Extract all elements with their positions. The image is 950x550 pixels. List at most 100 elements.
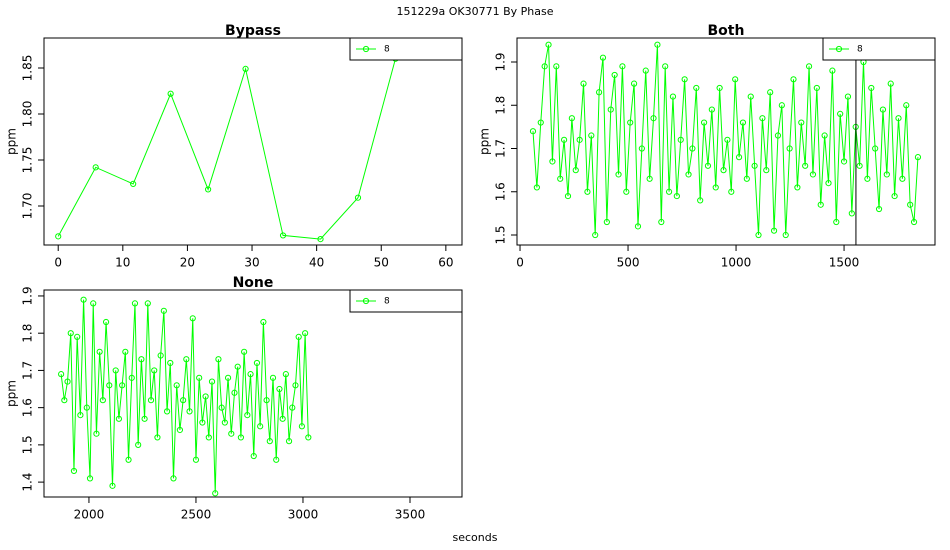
- data-point: [221, 419, 228, 426]
- data-point: [599, 54, 607, 61]
- data-point: [263, 397, 270, 404]
- data-point: [279, 415, 286, 422]
- data-point: [875, 205, 883, 213]
- data-point: [887, 80, 894, 87]
- y-tick-label: 1.85: [21, 55, 35, 82]
- data-point: [218, 404, 225, 411]
- data-point: [794, 184, 801, 191]
- data-point: [55, 233, 62, 240]
- legend-marker: [362, 297, 370, 305]
- data-point: [537, 119, 544, 126]
- figure-title: 151229a OK30771 By Phase: [397, 5, 554, 18]
- data-point: [298, 423, 306, 430]
- data-point: [119, 382, 126, 389]
- data-point: [109, 482, 116, 489]
- data-point: [634, 223, 642, 230]
- legend-box: [349, 37, 463, 61]
- data-point: [638, 145, 645, 152]
- y-tick-label: 1.5: [21, 435, 35, 454]
- plot-frame: [43, 37, 463, 246]
- data-point: [774, 132, 782, 139]
- data-point: [770, 227, 778, 234]
- x-tick-label: 3000: [288, 508, 319, 522]
- data-point: [144, 300, 151, 307]
- data-point: [798, 119, 805, 126]
- data-point: [67, 330, 74, 337]
- data-point: [767, 89, 774, 96]
- data-point: [642, 67, 649, 74]
- data-point: [685, 171, 692, 178]
- data-point: [580, 80, 587, 87]
- data-point: [802, 162, 809, 169]
- data-point: [658, 218, 665, 226]
- data-point: [751, 162, 758, 169]
- data-point: [131, 300, 139, 307]
- data-point: [907, 201, 914, 208]
- data-point: [208, 378, 216, 385]
- data-point: [572, 167, 579, 174]
- data-point: [282, 371, 289, 378]
- data-point: [102, 318, 110, 326]
- data-point: [96, 348, 103, 355]
- data-point: [61, 397, 68, 404]
- data-point: [260, 318, 267, 326]
- data-point: [138, 356, 145, 363]
- x-tick-label: 30: [244, 256, 259, 270]
- data-point: [157, 352, 164, 359]
- data-point: [607, 106, 614, 113]
- data-point: [58, 371, 65, 378]
- data-point: [92, 164, 99, 171]
- data-point: [90, 300, 97, 307]
- x-tick-label: 1500: [829, 256, 860, 270]
- chart-title: None: [233, 275, 274, 291]
- data-point: [204, 186, 212, 193]
- data-point: [266, 438, 273, 445]
- data-point: [763, 167, 770, 174]
- data-point: [627, 119, 634, 126]
- y-tick-label: 1.70: [21, 193, 35, 220]
- data-point: [199, 419, 206, 426]
- data-point: [588, 132, 595, 139]
- data-point: [192, 456, 200, 463]
- data-point: [242, 65, 249, 73]
- data-point: [205, 434, 212, 441]
- data-point: [253, 359, 261, 367]
- y-axis-label: ppm: [5, 128, 19, 155]
- data-point: [735, 154, 743, 161]
- data-point: [302, 330, 309, 337]
- data-point: [891, 192, 898, 200]
- x-tick-label: 2500: [181, 508, 212, 522]
- data-point: [215, 356, 222, 363]
- x-tick-label: 500: [617, 256, 640, 270]
- data-point: [180, 397, 187, 404]
- data-point: [848, 210, 855, 217]
- data-point: [669, 93, 677, 100]
- data-point: [747, 93, 754, 100]
- data-point: [720, 167, 727, 174]
- data-point: [603, 218, 610, 226]
- data-point: [809, 171, 817, 178]
- data-point: [135, 441, 142, 448]
- x-tick-label: 0: [54, 256, 62, 270]
- data-point: [125, 456, 132, 463]
- data-point: [778, 102, 785, 109]
- plot-area: [58, 296, 312, 497]
- data-point: [93, 430, 100, 437]
- y-tick-label: 1.6: [21, 398, 35, 417]
- data-point: [186, 408, 193, 415]
- y-tick-label: 1.9: [494, 52, 508, 71]
- data-point: [173, 382, 180, 389]
- data-point: [231, 389, 238, 396]
- data-point: [74, 333, 81, 341]
- data-point: [533, 184, 540, 191]
- y-tick-label: 1.8: [21, 324, 35, 343]
- data-point: [630, 80, 638, 87]
- series-line: [60, 299, 309, 494]
- x-tick-label: 60: [438, 256, 453, 270]
- y-tick-label: 1.4: [21, 473, 35, 492]
- data-point: [732, 76, 739, 83]
- data-point: [728, 188, 735, 195]
- legend-marker: [362, 45, 370, 53]
- data-point: [289, 404, 296, 411]
- data-point: [883, 171, 890, 178]
